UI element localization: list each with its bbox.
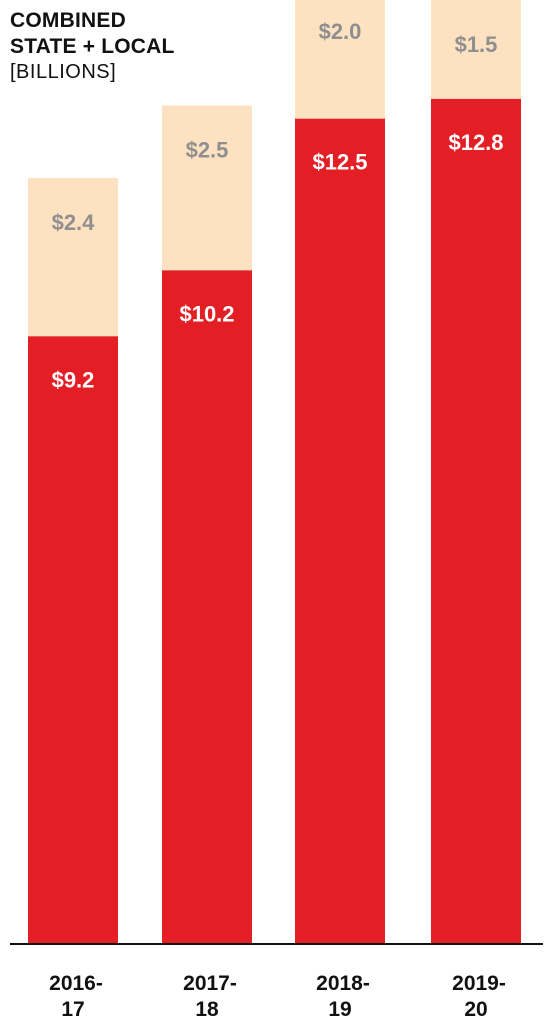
data-label-bottom: $9.2 [52,367,95,392]
x-tick-label: 19 [328,998,351,1021]
data-label-bottom: $12.8 [448,130,503,155]
chart-title: COMBINED STATE + LOCAL [BILLIONS] [10,8,175,84]
data-label-top: $2.5 [186,138,229,163]
bar-segment-bottom [28,336,118,943]
bar-segment-top [431,0,521,99]
bar-segment-top [28,178,118,337]
bar-segment-top [162,105,252,271]
data-label-bottom: $12.5 [312,150,367,175]
x-tick-label: 20 [464,998,487,1021]
x-tick-label: 2018- [316,972,370,995]
title-line-1: COMBINED [10,9,126,32]
data-label-top: $1.5 [455,32,498,57]
data-label-top: $2.4 [52,210,96,235]
title-line-2: STATE + LOCAL [10,35,175,58]
x-tick-label: 2019- [452,972,506,995]
x-tick-label: 17 [61,998,84,1021]
data-label-bottom: $10.2 [179,301,234,326]
data-label-top: $2.0 [319,19,362,44]
x-tick-label: 2017- [183,972,237,995]
x-tick-label: 2016- [49,972,103,995]
bar-segment-top [295,0,385,119]
bar-segment-bottom [431,98,521,944]
unit-label: [BILLIONS] [10,61,117,83]
bar-segment-bottom [295,118,385,944]
x-tick-label: 18 [195,998,219,1021]
bar-segment-bottom [162,270,252,944]
